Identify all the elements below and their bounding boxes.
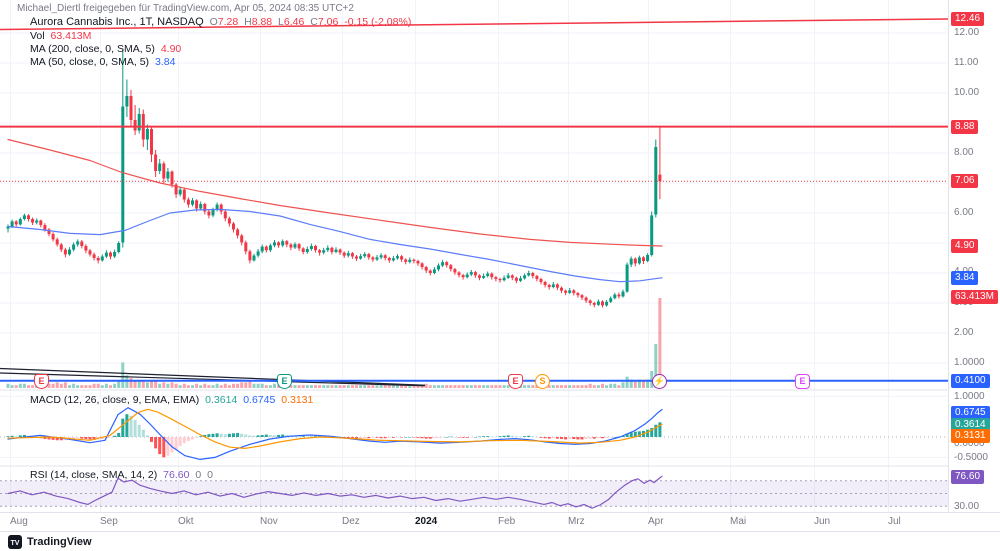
ma200-legend-row: MA (200, close, 0, SMA, 5) 4.90 <box>30 43 184 55</box>
chart-plot-area[interactable]: E E E S ⚡ E Michael_Diertl freigegeben für Tr… <box>0 0 948 512</box>
tradingview-logo-icon[interactable]: TV <box>8 534 22 549</box>
macd-line <box>7 407 663 460</box>
volume-value: 63.413M <box>50 30 92 42</box>
high-value: 8.88 <box>251 16 273 28</box>
ma200-label[interactable]: MA (200, close, 0, SMA, 5) <box>30 43 155 55</box>
split-marker-icon[interactable]: S <box>535 373 550 389</box>
price-axis-label: 12.00 <box>954 27 980 38</box>
price-axis-badge: 0.6745 <box>951 406 990 420</box>
rsi-band <box>0 480 948 507</box>
ma50-line <box>7 208 663 283</box>
footer-bar: TV TradingView <box>0 531 1000 551</box>
pane-dividers <box>0 389 948 467</box>
chart-canvas[interactable] <box>0 0 948 512</box>
price-axis-badge: 4.90 <box>951 239 979 253</box>
upcoming-earnings-marker-icon[interactable]: ⚡ <box>652 373 667 389</box>
price-axis-label: 6.00 <box>954 207 974 218</box>
macd-legend-row: MACD (12, 26, close, 9, EMA, EMA) 0.3614… <box>30 394 316 406</box>
future-earnings-marker-icon[interactable]: E <box>795 373 810 389</box>
rsi-extra-value-2: 0 <box>207 469 213 481</box>
open-label: O <box>209 16 218 28</box>
time-axis-label: 2024 <box>415 516 438 527</box>
symbol-legend-row: Aurora Cannabis Inc., 1T, NASDAQ O7.28 H… <box>30 16 414 28</box>
ma50-legend-row: MA (50, close, 0, SMA, 5) 3.84 <box>30 56 178 68</box>
price-axis-label: 10.00 <box>954 87 980 98</box>
price-axis-label: 1.0000 <box>954 391 985 402</box>
price-axis-label: 8.00 <box>954 147 974 158</box>
ma200-line <box>7 138 663 247</box>
event-markers-row: E E E S ⚡ E <box>34 373 810 389</box>
volume-series <box>6 297 662 388</box>
share-header-text: Michael_Diertl freigegeben für TradingVi… <box>17 3 354 14</box>
time-axis-label: Jun <box>814 516 831 527</box>
price-level-lines <box>0 125 948 382</box>
low-label: L <box>278 16 284 28</box>
price-axis-badge: 0.3614 <box>951 418 990 432</box>
price-axis-label: 11.00 <box>954 57 979 68</box>
rsi-line <box>7 475 663 509</box>
macd-histogram <box>6 414 662 458</box>
symbol-title[interactable]: Aurora Cannabis Inc., 1T, NASDAQ <box>30 16 204 28</box>
volume-label[interactable]: Vol <box>30 30 45 42</box>
price-axis-badge: 76.60 <box>951 470 985 484</box>
price-axis-label: 30.00 <box>954 501 980 512</box>
rsi-label[interactable]: RSI (14, close, SMA, 14, 2) <box>30 469 158 481</box>
time-axis[interactable]: Aug Sep Okt Nov Dez 2024 Feb Mrz Apr Mai Jun Jul <box>0 512 1000 532</box>
price-axis-badge: 63.413M <box>951 290 998 304</box>
price-axis-label: 1.0000 <box>954 357 985 368</box>
ma50-label[interactable]: MA (50, close, 0, SMA, 5) <box>30 56 150 68</box>
tradingview-brand-text[interactable]: TradingView <box>27 535 92 548</box>
ma50-value: 3.84 <box>154 56 176 68</box>
close-label: C <box>310 16 318 28</box>
candlestick-series <box>6 48 662 308</box>
price-axis-label: -0.5000 <box>954 452 988 463</box>
rsi-legend-row: RSI (14, close, SMA, 14, 2) 76.60 0 0 <box>30 469 216 481</box>
macd-label[interactable]: MACD (12, 26, close, 9, EMA, EMA) <box>30 394 200 406</box>
svg-text:TV: TV <box>11 540 20 547</box>
macd-signal-line <box>7 408 663 449</box>
black-trendlines <box>0 367 426 387</box>
earnings-marker-icon[interactable]: E <box>34 373 49 389</box>
close-value: 7.06 <box>317 16 339 28</box>
earnings-marker-icon[interactable]: E <box>508 373 523 389</box>
time-axis-label: Mai <box>730 516 747 527</box>
gridlines <box>0 0 948 512</box>
time-axis-label: Dez <box>342 516 360 527</box>
macd-signal-value: 0.3131 <box>281 394 314 406</box>
time-axis-label: Jul <box>888 516 901 527</box>
red-trend-ray <box>0 18 948 31</box>
share-header: Michael_Diertl freigegeben für TradingVi… <box>17 3 354 14</box>
rsi-value: 76.60 <box>163 469 190 481</box>
price-axis-badge: 8.88 <box>951 120 979 134</box>
time-axis-label: Mrz <box>568 516 585 527</box>
macd-line-value: 0.6745 <box>243 394 276 406</box>
price-axis-label: 2.00 <box>954 327 974 338</box>
time-axis-label: Nov <box>260 516 278 527</box>
ma200-value: 4.90 <box>160 43 182 55</box>
price-axis-badge: 7.06 <box>951 174 979 188</box>
price-axis-label: 0.0000 <box>954 438 985 449</box>
time-axis-label: Feb <box>498 516 516 527</box>
price-axis[interactable]: 12.0011.0010.008.006.004.003.002.001.000… <box>948 0 1000 530</box>
time-axis-label: Aug <box>10 516 28 527</box>
open-value: 7.28 <box>217 16 239 28</box>
price-axis-badge: 0.3131 <box>951 429 990 443</box>
volume-legend-row: Vol 63.413M <box>30 30 94 42</box>
rsi-extra-value-1: 0 <box>195 469 202 481</box>
change-value: -0.15 (-2.08%) <box>344 16 412 28</box>
price-axis-badge: 3.84 <box>951 271 979 285</box>
price-axis-badge: 12.46 <box>951 12 985 26</box>
time-axis-label: Okt <box>178 516 194 527</box>
time-axis-label: Apr <box>648 516 664 527</box>
low-value: 6.46 <box>283 16 305 28</box>
high-label: H <box>244 16 252 28</box>
earnings-marker-icon[interactable]: E <box>277 373 292 389</box>
time-axis-label: Sep <box>100 516 118 527</box>
macd-hist-value: 0.3614 <box>205 394 238 406</box>
price-axis-badge: 0.4100 <box>951 374 990 388</box>
